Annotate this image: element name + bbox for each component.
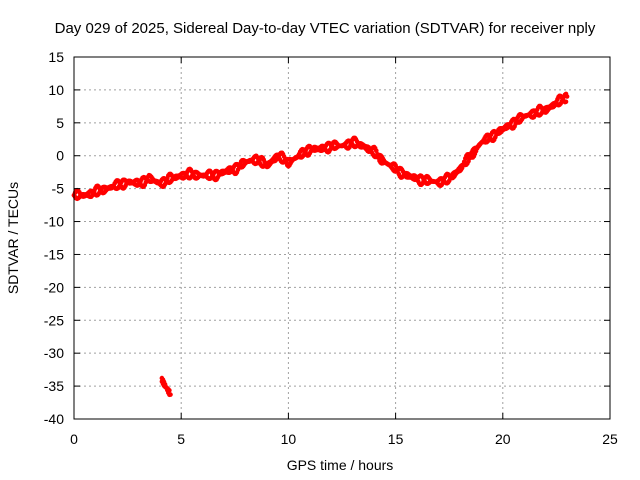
y-tick-label: 5: [56, 115, 64, 131]
data-point: [564, 94, 570, 99]
y-tick-label: 10: [48, 82, 64, 98]
series-sdtvar: [71, 91, 570, 202]
y-tick-label: -30: [44, 345, 64, 361]
y-tick-label: -20: [44, 279, 64, 295]
x-axis-label: GPS time / hours: [287, 457, 394, 473]
y-tick-label: -35: [44, 378, 64, 394]
ticks: [73, 56, 611, 420]
x-tick-label: 0: [70, 431, 78, 447]
x-tick-label: 15: [388, 431, 404, 447]
tick-labels: 0 5 10 15 20 25 15 10 5 0 -5 -10 -15 -20 -25 -30 -35 -40: [44, 49, 618, 447]
series-sdtvar-outlier: [159, 375, 173, 398]
y-tick-label: -10: [44, 214, 64, 230]
y-tick-label: -15: [44, 246, 64, 262]
y-tick-label: -5: [52, 181, 65, 197]
chart-title: Day 029 of 2025, Sidereal Day-to-day VTE…: [55, 20, 596, 37]
y-tick-label: 15: [48, 49, 64, 65]
plot-frame: [73, 56, 611, 420]
data-point: [168, 392, 173, 397]
y-tick-label: -25: [44, 312, 64, 328]
x-tick-label: 20: [495, 431, 511, 447]
y-tick-label: -40: [44, 411, 64, 427]
data-point: [563, 99, 569, 105]
x-tick-label: 25: [602, 431, 618, 447]
data-layer: [71, 91, 570, 398]
data-point: [167, 388, 172, 393]
x-tick-label: 5: [177, 431, 185, 447]
y-tick-label: 0: [56, 148, 64, 164]
x-tick-label: 10: [281, 431, 297, 447]
y-axis-label: SDTVAR / TECUs: [5, 182, 21, 294]
